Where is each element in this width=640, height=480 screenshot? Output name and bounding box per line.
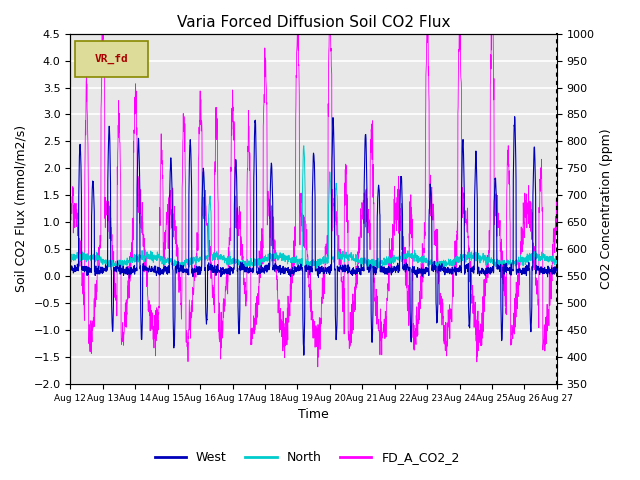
Legend: West, North, FD_A_CO2_2: West, North, FD_A_CO2_2 bbox=[150, 446, 465, 469]
FancyBboxPatch shape bbox=[76, 41, 148, 77]
Title: Varia Forced Diffusion Soil CO2 Flux: Varia Forced Diffusion Soil CO2 Flux bbox=[177, 15, 451, 30]
X-axis label: Time: Time bbox=[298, 408, 329, 421]
Y-axis label: CO2 Concentration (ppm): CO2 Concentration (ppm) bbox=[600, 129, 613, 289]
Text: VR_fd: VR_fd bbox=[95, 54, 129, 64]
Y-axis label: Soil CO2 Flux (mmol/m2/s): Soil CO2 Flux (mmol/m2/s) bbox=[15, 125, 28, 292]
